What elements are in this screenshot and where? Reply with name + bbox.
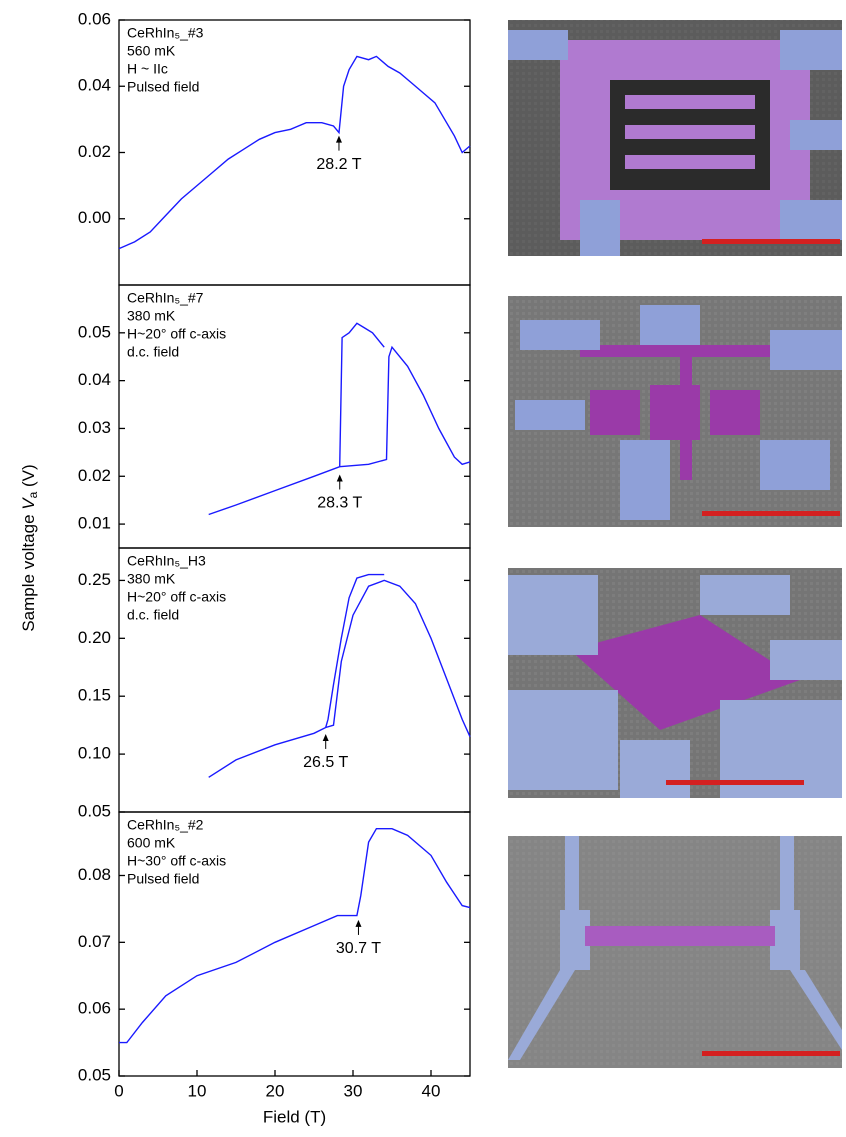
sem-image	[508, 20, 842, 256]
annotation-arrowhead	[323, 734, 329, 741]
y-tick-label: 0.10	[78, 744, 111, 763]
y-tick-label: 0.02	[78, 142, 111, 161]
annotation-label: 30.7 T	[336, 940, 381, 957]
y-axis-label: Sample voltage Va (V)	[19, 464, 40, 631]
y-tick-label: 0.07	[78, 932, 111, 951]
data-line	[209, 580, 470, 777]
panel-note: 380 mK	[127, 571, 176, 587]
y-tick-label: 0.05	[78, 801, 111, 820]
y-tick-label: 0.08	[78, 865, 111, 884]
plot-frame	[119, 285, 470, 548]
panel-note: Pulsed field	[127, 79, 199, 95]
annotation-arrowhead	[336, 136, 342, 143]
y-tick-label: 0.00	[78, 208, 111, 227]
panel-note: d.c. field	[127, 344, 179, 360]
plot-frame	[119, 20, 470, 285]
panel-note: H~20° off c-axis	[127, 326, 226, 342]
panel-note: H~20° off c-axis	[127, 589, 226, 605]
data-line	[340, 323, 385, 466]
y-axis-label-unit: (V)	[19, 464, 38, 491]
panel-note: CeRhIn₅_#7	[127, 290, 204, 306]
figure: Sample voltage Va (V) 0.00 0.02 0.04 0.06 Ce…	[0, 0, 846, 1132]
x-axis-label: Field (T)	[263, 1107, 326, 1126]
annotation-label: 26.5 T	[303, 754, 348, 771]
y-tick-label: 0.15	[78, 686, 111, 705]
y-tick-label: 0.02	[78, 466, 111, 485]
sem-image	[508, 296, 842, 527]
y-tick-label: 0.05	[78, 322, 111, 341]
panel-note: 600 mK	[127, 835, 176, 851]
plot-frame	[119, 812, 470, 1076]
y-tick-label: 0.04	[78, 370, 111, 389]
sem-image	[508, 568, 842, 798]
panel-note: CeRhIn₅_#3	[127, 25, 204, 41]
sem-image	[508, 836, 842, 1068]
panel-note: CeRhIn₅_H3	[127, 553, 206, 569]
x-tick-label: 10	[188, 1081, 207, 1100]
x-tick-label: 20	[266, 1081, 285, 1100]
x-tick-label: 0	[114, 1081, 123, 1100]
panel-note: 380 mK	[127, 308, 176, 324]
annotation-label: 28.2 T	[316, 156, 361, 173]
y-axis-label-text: Sample voltage	[19, 510, 38, 632]
panel-note: 560 mK	[127, 43, 176, 59]
annotation-label: 28.3 T	[317, 495, 362, 512]
plot-frame	[119, 548, 470, 812]
panel-note: CeRhIn₅_#2	[127, 817, 204, 833]
y-tick-label: 0.06	[78, 9, 111, 28]
data-line	[326, 575, 385, 728]
x-tick-label: 30	[344, 1081, 363, 1100]
y-tick-label: 0.25	[78, 570, 111, 589]
panel-note: H~30° off c-axis	[127, 853, 226, 869]
y-tick-label: 0.01	[78, 514, 111, 533]
panel-note: Pulsed field	[127, 871, 199, 887]
x-tick-label: 40	[422, 1081, 441, 1100]
y-tick-label: 0.20	[78, 628, 111, 647]
panel-note: d.c. field	[127, 607, 179, 623]
y-tick-label: 0.05	[78, 1065, 111, 1084]
panel-note: H ~ IIc	[127, 61, 168, 77]
y-tick-label: 0.03	[78, 418, 111, 437]
y-tick-label: 0.06	[78, 999, 111, 1018]
annotation-arrowhead	[355, 920, 361, 927]
y-tick-label: 0.04	[78, 76, 111, 95]
annotation-arrowhead	[337, 474, 343, 481]
